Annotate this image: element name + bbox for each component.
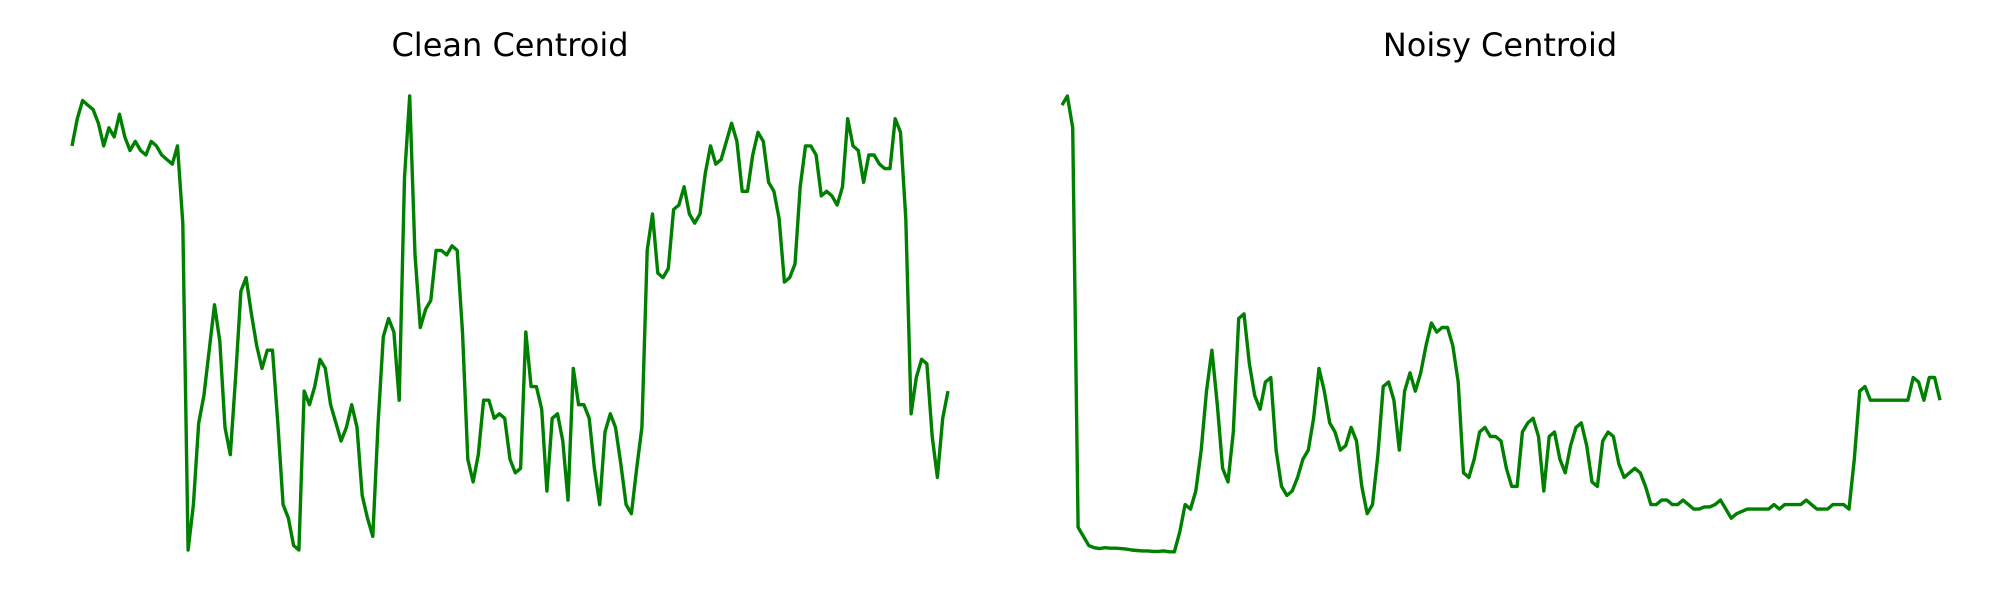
series-line-noisy-centroid (1060, 94, 1942, 554)
chart-title-noisy-centroid: Noisy Centroid (1383, 26, 1617, 64)
series-line-clean-centroid (70, 94, 950, 552)
chart-noisy-centroid: Noisy Centroid (1060, 26, 1942, 554)
chart-title-clean-centroid: Clean Centroid (391, 26, 628, 64)
chart-clean-centroid: Clean Centroid (70, 26, 950, 552)
